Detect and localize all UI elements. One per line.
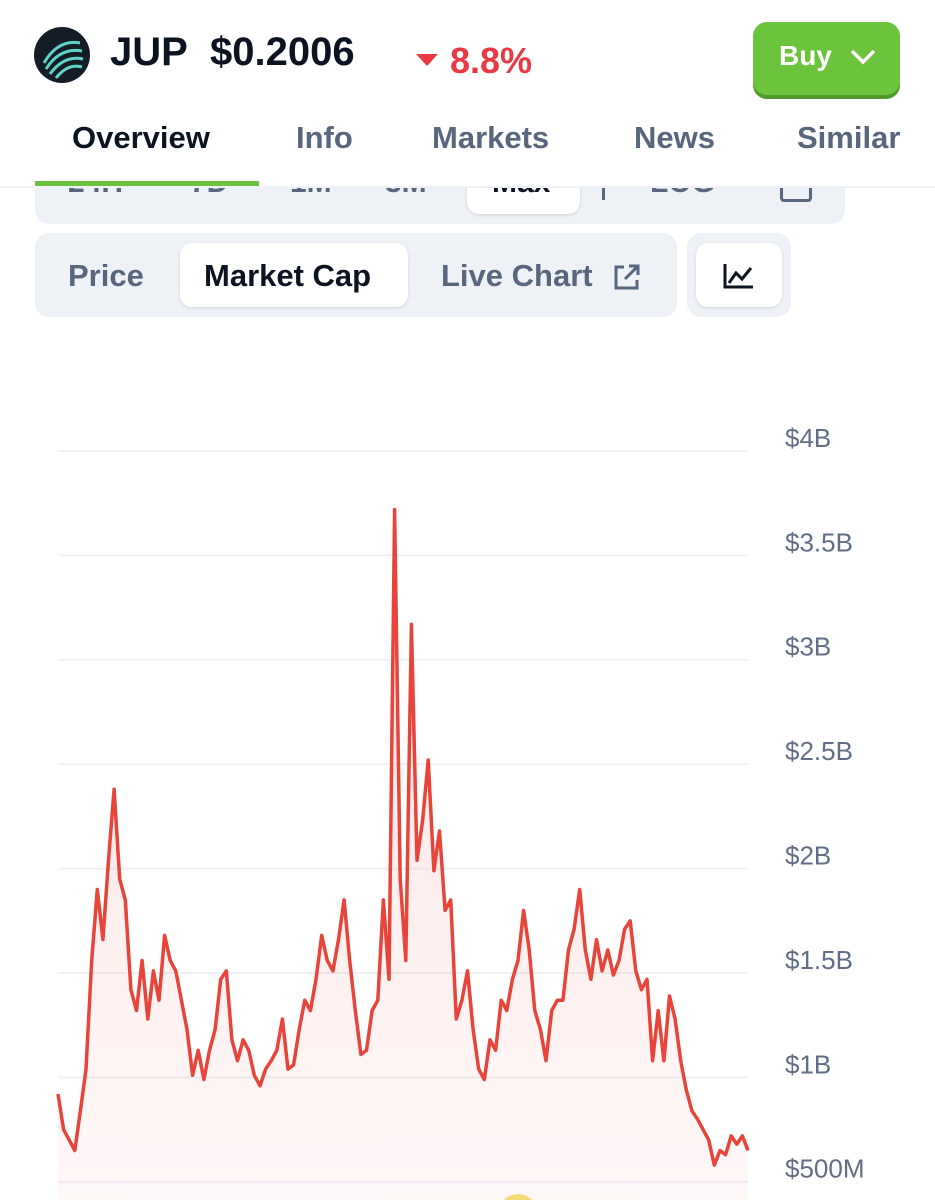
tab-indicator: [35, 181, 259, 186]
y-tick-label: $1B: [785, 1049, 831, 1079]
y-tick-label: $4B: [785, 423, 831, 453]
chart-tab[interactable]: Price: [68, 258, 144, 293]
tab[interactable]: News: [634, 120, 715, 155]
chart-style-button[interactable]: [696, 243, 782, 307]
chart-tab[interactable]: Market Cap: [204, 258, 372, 293]
chart-tab[interactable]: Live Chart: [441, 258, 593, 293]
chart-tab-active-pill: [180, 243, 408, 307]
tab[interactable]: Similar: [797, 120, 901, 155]
price-change: 8.8%: [450, 40, 533, 81]
y-tick-label: $3.5B: [785, 527, 853, 557]
buy-button[interactable]: Buy: [753, 22, 900, 95]
chevron: [850, 49, 876, 65]
header: JUP $0.2006 8.8% Buy Overview Info Marke…: [0, 0, 935, 188]
y-tick-label: $3B: [785, 632, 831, 662]
symbol: JUP: [110, 30, 188, 74]
line: [56, 507, 750, 1167]
y-tick-label: $500M: [785, 1154, 865, 1184]
price: $0.2006: [210, 30, 355, 74]
logo: [34, 27, 90, 83]
buy-label: Buy: [779, 40, 832, 71]
y-tick-label: $2B: [785, 840, 831, 870]
y-tick-label: $2.5B: [785, 736, 853, 766]
tab[interactable]: Overview: [72, 120, 210, 155]
down-arrow: [416, 54, 438, 66]
line-chart-icon: [723, 264, 753, 289]
tab[interactable]: Info: [296, 120, 353, 155]
tab[interactable]: Markets: [432, 120, 550, 155]
external-link-icon: [614, 264, 640, 290]
area: [58, 509, 748, 1200]
y-tick-label: $1.5B: [785, 945, 853, 975]
